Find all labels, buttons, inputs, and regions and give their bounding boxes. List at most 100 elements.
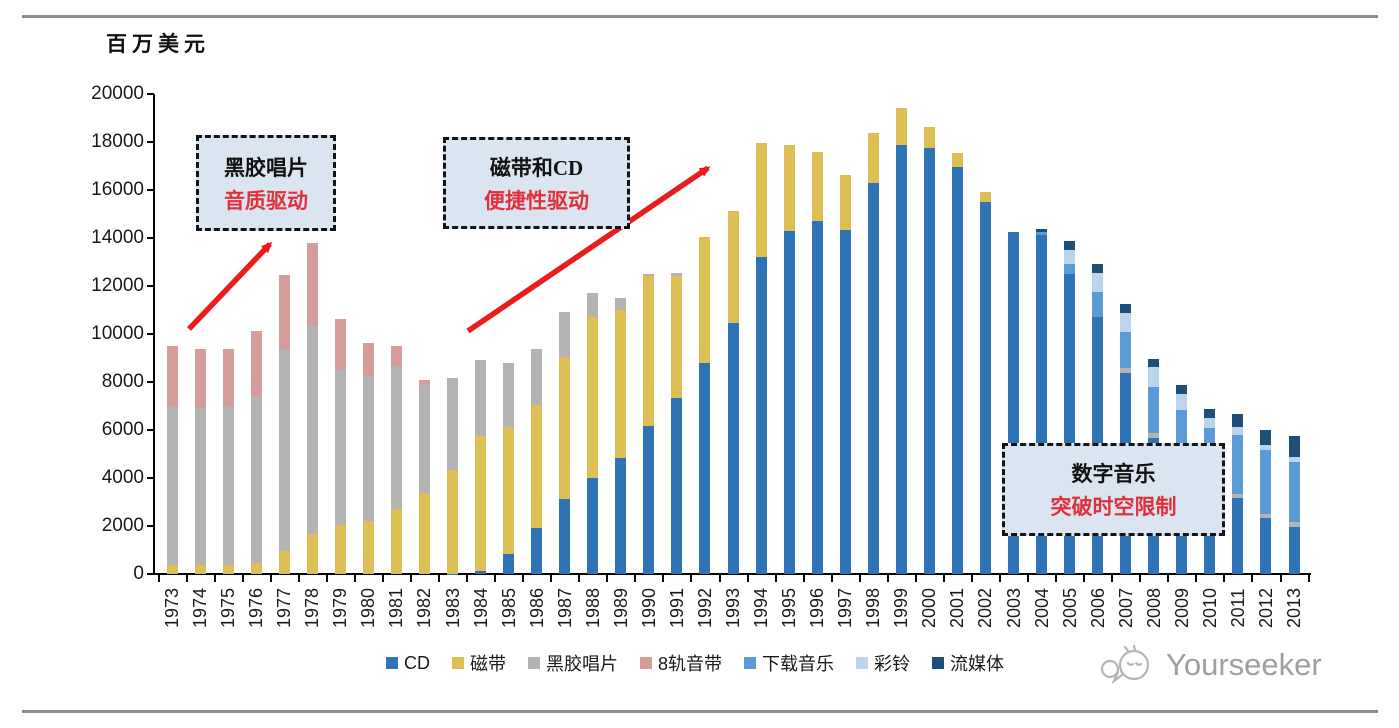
x-axis-year-label: 1997 <box>835 587 856 629</box>
y-axis-tick-label: 6000 <box>101 419 144 440</box>
bar-segment-流媒体-2011 <box>1232 413 1244 427</box>
bar-segment-黑胶唱片-2007 <box>1120 368 1132 374</box>
y-axis-tick <box>147 93 154 95</box>
y-axis-tick-label: 8000 <box>101 371 144 392</box>
bar-segment-黑胶唱片-1983 <box>447 377 458 471</box>
legend-label-CD: CD <box>403 652 430 673</box>
bar-segment-黑胶唱片-1976 <box>250 396 262 564</box>
bar-segment-黑胶唱片-2012 <box>1260 513 1272 519</box>
bar-segment-黑胶唱片-1991 <box>671 273 683 276</box>
x-axis-year-label: 2007 <box>1115 587 1136 629</box>
legend-item-下载音乐: 下载音乐 <box>744 650 834 676</box>
legend-label-黑胶唱片: 黑胶唱片 <box>545 654 618 674</box>
bar-segment-磁带-1997 <box>839 175 851 231</box>
bar-segment-磁带-1975 <box>222 565 234 574</box>
x-axis-year-label: 2002 <box>975 587 996 629</box>
top-separator-line <box>22 15 1378 18</box>
x-axis-year-label: 1996 <box>807 587 828 629</box>
bar-segment-8轨音带-1980 <box>362 342 374 377</box>
bar-segment-8轨音带-1976 <box>250 331 262 397</box>
x-axis-year-label: 1981 <box>386 587 407 629</box>
bar-segment-CD-1984 <box>475 570 487 574</box>
legend-swatch-黑胶唱片 <box>527 657 540 669</box>
bar-segment-流媒体-2004 <box>1036 229 1048 232</box>
bar-segment-8轨音带-1975 <box>222 349 234 407</box>
y-axis-tick-label: 4000 <box>101 467 144 488</box>
x-axis-tick <box>522 575 525 582</box>
legend: CD 磁带 黑胶唱片 8轨音带 下载音乐 彩铃 流媒体 <box>190 650 1200 676</box>
callout-cd-era: 磁带和CD 便捷性驱动 <box>443 137 630 229</box>
bar-segment-磁带-1986 <box>531 405 543 529</box>
bar-segment-8轨音带-1974 <box>194 349 206 409</box>
bar-segment-磁带-1990 <box>643 276 655 427</box>
x-axis-year-label: 2003 <box>1003 587 1024 629</box>
bar-segment-磁带-1973 <box>166 565 178 574</box>
x-axis-tick <box>494 575 497 582</box>
x-axis-year-label: 2009 <box>1171 587 1192 629</box>
bar-segment-磁带-1995 <box>783 145 795 232</box>
bar-segment-彩铃-2012 <box>1260 445 1272 451</box>
bar-segment-流媒体-2009 <box>1176 385 1188 395</box>
bar-segment-CD-2005 <box>1064 273 1076 574</box>
x-axis-year-label: 1979 <box>330 587 351 629</box>
bar-segment-磁带-2001 <box>951 153 963 167</box>
bar-segment-CD-1993 <box>727 323 739 574</box>
x-axis-year-label: 1974 <box>190 587 211 629</box>
bar-segment-磁带-1989 <box>615 310 627 459</box>
x-axis-tick <box>914 575 917 582</box>
x-axis-year-label: 1998 <box>863 587 884 629</box>
legend-label-磁带: 磁带 <box>469 654 506 674</box>
legend-item-黑胶唱片: 黑胶唱片 <box>527 650 618 676</box>
bar-segment-CD-2013 <box>1288 526 1300 574</box>
callout-digital-era: 数字音乐 突破时空限制 <box>1002 443 1225 536</box>
bar-segment-流媒体-2008 <box>1148 359 1160 367</box>
bar-segment-CD-2003 <box>1008 231 1019 574</box>
x-axis-tick <box>550 575 553 582</box>
x-axis-year-label: 1994 <box>751 587 772 629</box>
bar-segment-下载音乐-2011 <box>1232 435 1244 494</box>
x-axis-year-label: 1976 <box>246 587 267 629</box>
callout-vinyl-line2: 音质驱动 <box>224 188 308 213</box>
legend-label-8轨音带: 8轨音带 <box>657 654 722 674</box>
bar-segment-黑胶唱片-1986 <box>531 349 543 406</box>
watermark-text: Yourseeker <box>1166 647 1322 682</box>
x-axis-tick <box>690 575 693 582</box>
bar-segment-CD-2000 <box>923 147 935 574</box>
bar-segment-黑胶唱片-1977 <box>278 349 290 551</box>
x-axis-year-label: 2008 <box>1143 587 1164 629</box>
bar-segment-磁带-1998 <box>867 132 879 183</box>
bar-segment-8轨音带-1979 <box>334 319 346 370</box>
x-axis-tick <box>1307 575 1310 582</box>
bar-segment-磁带-1978 <box>306 533 318 574</box>
bar-segment-磁带-1980 <box>362 520 374 574</box>
bar-segment-磁带-1982 <box>418 493 430 574</box>
y-axis-tick-label: 10000 <box>91 323 144 344</box>
bar-segment-下载音乐-2005 <box>1064 263 1076 274</box>
bar-segment-下载音乐-2006 <box>1092 291 1104 317</box>
bar-segment-流媒体-2013 <box>1288 435 1300 458</box>
bar-segment-CD-2001 <box>951 166 963 574</box>
x-axis-tick <box>1251 575 1254 582</box>
x-axis-year-label: 1980 <box>358 587 379 629</box>
legend-item-CD: CD <box>385 652 430 674</box>
bar-segment-流媒体-2005 <box>1064 241 1076 250</box>
legend-item-彩铃: 彩铃 <box>856 650 910 676</box>
bar-segment-彩铃-2010 <box>1204 418 1216 429</box>
bar-segment-8轨音带-1977 <box>278 274 290 350</box>
bar-segment-磁带-1974 <box>194 565 206 574</box>
callout-vinyl-era: 黑胶唱片 音质驱动 <box>196 135 336 231</box>
y-axis-tick <box>147 333 154 335</box>
bar-segment-8轨音带-1981 <box>390 346 402 366</box>
x-axis-year-label: 1987 <box>554 587 575 629</box>
x-axis-tick <box>886 575 889 582</box>
y-axis-tick <box>147 381 154 383</box>
bar-segment-黑胶唱片-1981 <box>390 365 402 510</box>
x-axis-tick <box>1083 575 1086 582</box>
bar-segment-流媒体-2010 <box>1204 409 1216 419</box>
vinyl-era-arrow <box>187 241 273 331</box>
x-axis-year-label: 1990 <box>638 587 659 629</box>
bar-segment-磁带-1996 <box>811 151 823 221</box>
bar-segment-彩铃-2005 <box>1064 249 1076 264</box>
legend-swatch-8轨音带 <box>639 657 652 669</box>
bar-segment-CD-2002 <box>979 201 991 574</box>
